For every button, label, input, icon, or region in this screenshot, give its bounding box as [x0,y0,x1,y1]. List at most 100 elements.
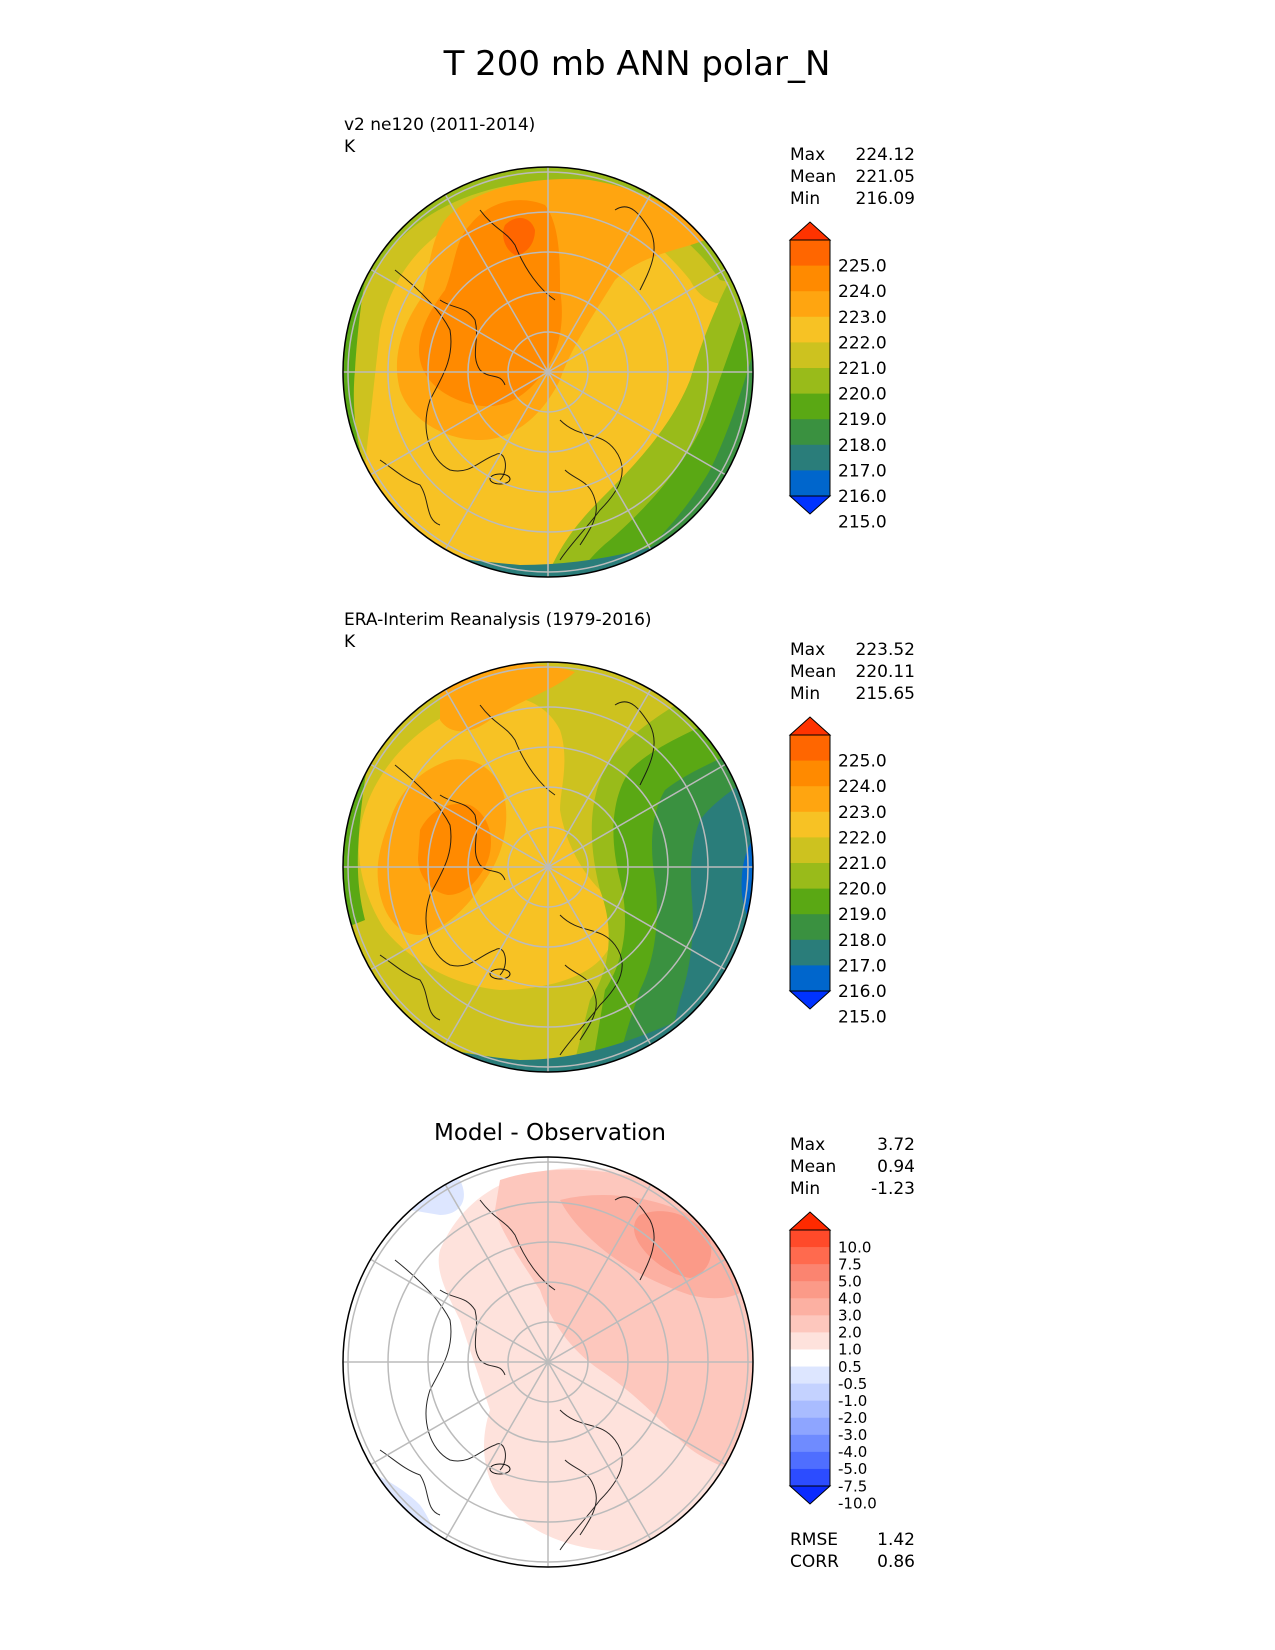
stat-label: Min [790,189,820,209]
panel-diff-colorbar: 10.07.55.04.03.02.01.00.5-0.5-1.0-2.0-3.… [788,1211,877,1512]
colorbar-tick-label: 2.0 [838,1324,862,1342]
colorbar-band [790,837,830,864]
colorbar-band [790,786,830,813]
colorbar-tick-label: 218.0 [838,436,887,456]
panel-test-units: K [344,137,356,157]
colorbar-tick-label: 217.0 [838,461,887,481]
colorbar-band [790,1468,830,1487]
colorbar-band [790,444,830,471]
colorbar-band [790,965,830,992]
panel-test-graticule [343,167,753,577]
colorbar-band [790,342,830,369]
colorbar-tick-label: -3.0 [838,1426,867,1444]
colorbar-extend-max [788,1211,832,1231]
panel-ref-colorbar: 225.0 224.0 223.0 222.0 221.0 220.0 219.0 218.0… [788,716,887,1028]
colorbar-outline [789,1229,831,1487]
colorbar-tick-label: 215.0 [838,1008,887,1028]
colorbar-tick-label: -4.0 [838,1443,867,1461]
colorbar-extend-min [788,990,832,1010]
colorbar-tick-label: 216.0 [838,487,887,507]
stat-value: -1.23 [871,1179,915,1199]
stat-value: 221.05 [856,167,915,187]
colorbar-band [790,1264,830,1282]
colorbar-extend-max [788,716,832,736]
colorbar-tick-label: 223.0 [838,308,887,328]
rmse-label: RMSE [790,1530,838,1550]
colorbar-band [790,1400,830,1419]
colorbar-extend-min [788,495,832,515]
colorbar-tick-label: 224.0 [838,282,887,302]
colorbar-outline [789,734,831,992]
colorbar-tick-label: 222.0 [838,333,887,353]
panel-test-map-border [342,166,754,578]
colorbar-tick-label: 218.0 [838,931,887,951]
stat-value: 0.94 [877,1157,915,1177]
colorbar-tick-label: -0.5 [838,1375,867,1393]
colorbar-tick-label: 221.0 [838,854,887,874]
colorbar-band [790,1451,830,1470]
colorbar-band [790,1332,830,1350]
colorbar-tick-label: 223.0 [838,803,887,823]
colorbar-tick-label: 0.5 [838,1358,862,1376]
colorbar-tick-label: -10.0 [838,1494,877,1512]
colorbar-band [790,1230,830,1248]
panel-ref-map-border [342,661,754,1073]
colorbar-band [790,1247,830,1265]
colorbar-tick-label: 217.0 [838,956,887,976]
colorbar-band [790,1434,830,1453]
colorbar-tick-label: 216.0 [838,982,887,1002]
panel-diff: Model - Observation [342,1120,915,1572]
stat-value: 220.11 [856,662,915,682]
panel-diff-footer-stats: RMSE 1.42 CORR 0.86 [790,1530,915,1572]
colorbar-tick-label: 220.0 [838,385,887,405]
stat-label: Min [790,1179,820,1199]
colorbar-tick-label: 225.0 [838,752,887,772]
colorbar-outline [789,239,831,497]
colorbar-band [790,1281,830,1299]
colorbar-band [790,1417,830,1436]
colorbar-tick-label: 221.0 [838,359,887,379]
panel-ref-units: K [344,632,356,652]
figure-title: T 200 mb ANN polar_N [443,44,831,84]
colorbar-tick-label: 7.5 [838,1255,862,1273]
colorbar-band [790,735,830,762]
panel-test-stats: Max 224.12 Mean 221.05 Min 216.09 [790,145,915,209]
stat-label: Min [790,684,820,704]
colorbar-band [790,914,830,941]
panel-test-subtitle: v2 ne120 (2011-2014) [344,115,535,135]
colorbar-extend-min [788,1485,832,1505]
colorbar-tick-label: -5.0 [838,1460,867,1478]
colorbar-tick-label: 1.0 [838,1341,862,1359]
colorbar-band [790,1349,830,1368]
stat-value: 216.09 [856,189,915,209]
panel-ref-stats: Max 223.52 Mean 220.11 Min 215.65 [790,640,915,704]
colorbar-band [790,811,830,838]
stat-label: Max [790,145,825,165]
colorbar-tick-label: 5.0 [838,1272,862,1290]
colorbar-band [790,863,830,890]
colorbar-tick-label: 219.0 [838,905,887,925]
panel-diff-stats: Max 3.72 Mean 0.94 Min -1.23 [790,1135,915,1199]
colorbar-band [790,265,830,292]
colorbar-band [790,760,830,787]
colorbar-tick-label: 215.0 [838,513,887,533]
panel-test-colorbar: 225.0 224.0 223.0 222.0 221.0 220.0 219.0 218.0… [788,221,887,533]
colorbar-tick-label: -1.0 [838,1392,867,1410]
stat-label: Max [790,640,825,660]
stat-value: 3.72 [877,1135,915,1155]
colorbar-tick-label: 219.0 [838,410,887,430]
colorbar-band [790,1315,830,1333]
panel-diff-map-border [342,1156,754,1568]
rmse-value: 1.42 [877,1530,915,1550]
stat-label: Mean [790,1157,836,1177]
colorbar-band [790,1366,830,1385]
colorbar-tick-label: 222.0 [838,828,887,848]
corr-label: CORR [790,1552,839,1572]
colorbar-band [790,419,830,446]
colorbar-tick-label: 225.0 [838,257,887,277]
colorbar-band [790,368,830,395]
colorbar-band [790,291,830,318]
panel-ref-graticule [343,662,753,1072]
stat-label: Mean [790,167,836,187]
